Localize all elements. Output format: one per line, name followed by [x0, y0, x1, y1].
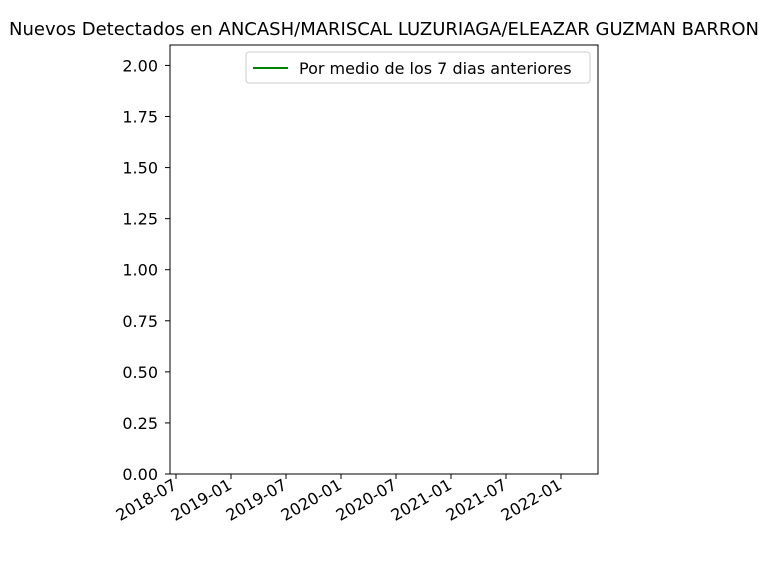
y-tick-label: 1.75 [122, 108, 158, 127]
y-tick-label: 0.50 [122, 363, 158, 382]
y-axis: 0.00 0.25 0.50 0.75 1.00 1.25 1.50 1.75 2.00 [122, 56, 170, 484]
x-tick-label: 2022-01 [498, 475, 565, 525]
y-tick-label: 1.25 [122, 210, 158, 229]
y-tick-label: 0.75 [122, 312, 158, 331]
x-tick-label: 2021-07 [443, 475, 510, 525]
x-tick-label: 2019-07 [223, 475, 290, 525]
chart-title: Nuevos Detectados en ANCASH/MARISCAL LUZ… [9, 19, 759, 40]
x-axis: 2018-072019-012019-072020-012020-072021-… [113, 474, 565, 525]
y-tick-label: 1.50 [122, 159, 158, 178]
x-tick-label: 2021-01 [388, 475, 455, 525]
x-tick-label: 2020-01 [278, 475, 345, 525]
y-tick-label: 1.00 [122, 261, 158, 280]
plot-area [169, 44, 599, 475]
y-tick-label: 0.25 [122, 414, 158, 433]
y-tick-label: 0.00 [122, 465, 158, 484]
y-tick-label: 2.00 [122, 56, 158, 75]
x-tick-label: 2020-07 [333, 475, 400, 525]
legend-label: Por medio de los 7 dias anteriores [299, 59, 572, 78]
legend-box [245, 51, 591, 84]
legend: Por medio de los 7 dias anteriores [245, 51, 591, 84]
x-tick-label: 2019-01 [168, 475, 235, 525]
